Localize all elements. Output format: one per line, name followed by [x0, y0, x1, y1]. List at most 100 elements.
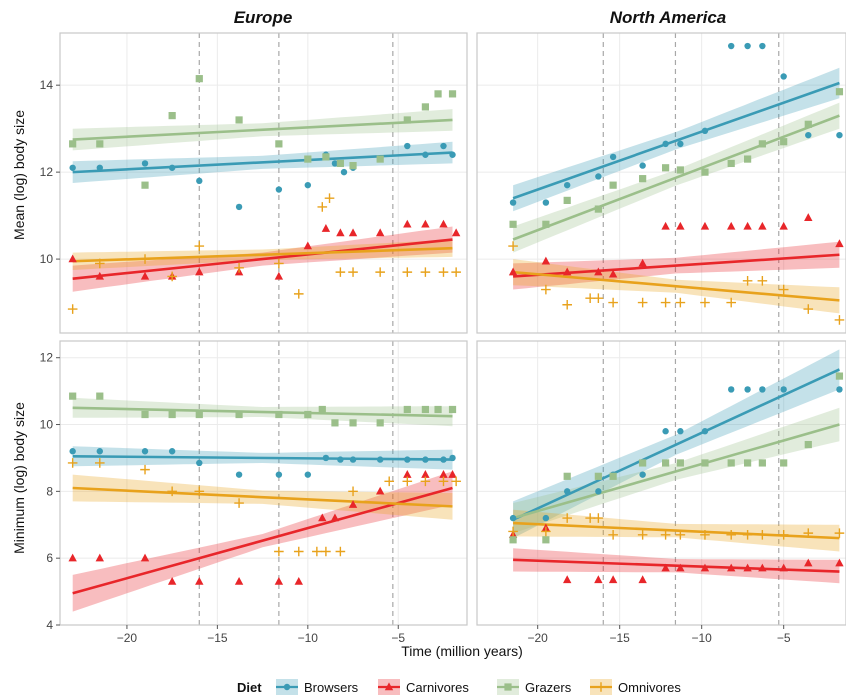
point-carnivores — [140, 271, 150, 280]
legend-label: Carnivores — [406, 680, 469, 695]
y-tick-label: 10 — [40, 252, 54, 266]
point-browsers — [595, 488, 602, 495]
point-carnivores — [835, 558, 844, 567]
point-grazers — [639, 459, 647, 467]
point-grazers — [701, 459, 709, 467]
point-omnivores — [726, 529, 736, 540]
trend-line-omnivores — [513, 521, 840, 540]
point-browsers — [304, 471, 312, 478]
point-browsers — [836, 131, 843, 139]
point-omnivores — [778, 284, 789, 295]
y-tick-label: 12 — [40, 165, 54, 179]
point-grazers — [609, 472, 617, 480]
point-grazers — [542, 536, 550, 544]
point-omnivores — [167, 486, 177, 497]
point-grazers — [780, 459, 788, 467]
y-tick-label: 8 — [46, 484, 53, 498]
point-grazers — [594, 205, 602, 213]
point-browsers — [337, 456, 344, 463]
point-carnivores — [421, 219, 430, 228]
x-tick-label: −15 — [207, 631, 228, 645]
point-carnivores — [608, 269, 618, 278]
y-tick-label: 10 — [40, 418, 54, 432]
facet-panels: 10 12 14 4 6 8 10 12 −20 −15 −10 −5 −20 −15 −10 −5 — [40, 32, 846, 645]
point-browsers — [69, 448, 76, 455]
y-axis-title-top: Mean (log) body size — [11, 110, 27, 240]
point-grazers — [676, 459, 684, 467]
point-browsers — [141, 448, 149, 455]
x-tick-label: −20 — [528, 631, 549, 645]
point-carnivores — [321, 224, 331, 232]
point-browsers — [404, 142, 411, 150]
point-omnivores — [608, 529, 618, 540]
panel-plot-area — [67, 392, 461, 612]
legend-key-marker — [596, 682, 606, 692]
point-omnivores — [726, 297, 736, 308]
point-omnivores — [742, 529, 753, 540]
point-omnivores — [508, 241, 518, 251]
point-carnivores — [234, 576, 244, 585]
point-carnivores — [661, 563, 670, 572]
point-grazers — [676, 166, 684, 174]
point-omnivores — [293, 546, 304, 557]
trend-line-browsers — [512, 81, 840, 200]
legend-label: Browsers — [304, 680, 359, 695]
point-omnivores — [608, 297, 618, 308]
point-browsers — [440, 456, 447, 463]
legend-label: Omnivores — [618, 680, 681, 695]
point-browsers — [422, 456, 429, 463]
point-browsers — [639, 162, 646, 169]
point-omnivores — [140, 464, 150, 475]
point-browsers — [275, 471, 283, 478]
point-grazers — [509, 536, 517, 544]
point-omnivores — [585, 513, 595, 523]
point-carnivores — [274, 271, 284, 280]
trend-line-omnivores — [512, 270, 840, 302]
point-omnivores — [324, 193, 335, 204]
point-browsers — [340, 168, 348, 176]
trend-line-carnivores — [72, 486, 453, 595]
point-carnivores — [700, 221, 710, 230]
point-omnivores — [541, 526, 551, 537]
point-grazers — [421, 405, 429, 414]
point-omnivores — [562, 299, 572, 310]
point-grazers — [780, 138, 788, 146]
point-browsers — [609, 153, 617, 161]
panel-border — [59, 340, 468, 626]
point-grazers — [639, 175, 647, 183]
point-omnivores — [451, 476, 461, 487]
point-carnivores — [403, 470, 412, 478]
point-omnivores — [194, 241, 205, 251]
point-omnivores — [312, 546, 322, 557]
point-grazers — [141, 410, 149, 419]
point-carnivores — [318, 513, 327, 522]
point-browsers — [304, 181, 312, 189]
x-axis-title: Time (million years) — [401, 643, 523, 659]
legend-items: Browsers Carnivores Grazers Omnivores — [276, 679, 681, 695]
point-grazers — [744, 459, 752, 467]
point-carnivores — [758, 221, 767, 230]
trend-line-grazers — [72, 118, 453, 141]
point-omnivores — [67, 304, 78, 314]
point-browsers — [322, 454, 330, 462]
point-browsers — [331, 160, 339, 167]
point-browsers — [542, 199, 550, 206]
point-carnivores — [835, 239, 844, 248]
point-omnivores — [293, 289, 304, 299]
facet-title-europe: Europe — [234, 8, 293, 27]
point-grazers — [662, 459, 670, 467]
point-omnivores — [700, 297, 710, 308]
point-carnivores — [403, 219, 412, 228]
point-carnivores — [95, 553, 104, 562]
point-grazers — [434, 405, 442, 414]
panel-background — [60, 33, 467, 333]
point-grazers — [563, 196, 571, 204]
point-carnivores — [743, 221, 752, 230]
panel-border — [476, 32, 846, 334]
point-carnivores — [303, 241, 313, 250]
y-tick-label: 14 — [40, 78, 54, 92]
point-carnivores — [195, 576, 204, 585]
point-browsers — [662, 140, 669, 148]
point-grazers — [275, 410, 283, 419]
point-grazers — [69, 140, 77, 148]
